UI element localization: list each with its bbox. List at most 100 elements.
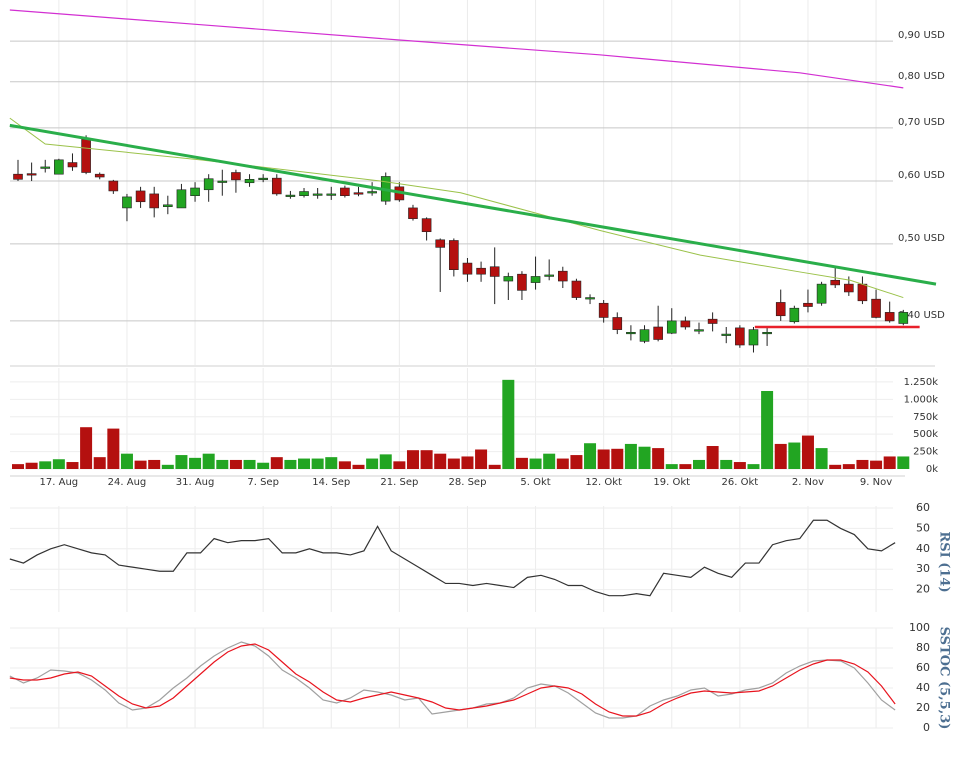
- x-tick-label: 14. Sep: [312, 477, 350, 488]
- candle-body: [244, 179, 255, 184]
- volume-bar: [243, 459, 256, 469]
- y-tick-label: 1.000k: [904, 394, 939, 405]
- volume-bar: [788, 442, 801, 469]
- volume-bar: [107, 428, 120, 469]
- y-tick-label: 1.250k: [904, 377, 939, 388]
- candle-body: [312, 193, 323, 196]
- volume-bar: [325, 457, 338, 469]
- sstoc-title: SSTOC (5,5,3): [937, 627, 952, 730]
- volume-bar: [665, 464, 678, 469]
- x-tick-label: 24. Aug: [108, 477, 147, 488]
- overlay-line: [9, 117, 904, 299]
- y-tick-label: 0: [923, 721, 930, 734]
- candle-body: [884, 312, 895, 322]
- candle-body: [340, 187, 350, 197]
- x-tick-label: 26. Okt: [722, 477, 759, 488]
- candle-body: [748, 329, 759, 346]
- candle-body: [803, 302, 813, 307]
- candle-body: [571, 280, 582, 298]
- x-tick-label: 19. Okt: [653, 477, 690, 488]
- volume-bar: [842, 464, 855, 469]
- y-tick-label: 750k: [913, 412, 938, 423]
- candle-body: [26, 173, 37, 176]
- volume-bar: [298, 458, 311, 469]
- overlay-line: [9, 123, 937, 286]
- volume-bar: [52, 459, 65, 469]
- candle-body: [898, 312, 909, 324]
- y-tick-label: 60: [916, 501, 930, 514]
- candle-body: [271, 177, 282, 195]
- x-tick-label: 5. Okt: [520, 477, 550, 488]
- volume-bar: [12, 464, 24, 469]
- volume-bar: [556, 458, 569, 469]
- volume-bar: [693, 459, 705, 469]
- candle-body: [217, 180, 228, 183]
- volume-bar: [529, 458, 542, 469]
- candle-body: [762, 331, 772, 335]
- y-tick-label: 0,90 USD: [898, 30, 945, 41]
- volume-bar: [761, 390, 774, 469]
- volume-bar: [284, 459, 297, 469]
- candle-body: [476, 267, 486, 275]
- candle-body: [612, 317, 623, 330]
- candle-body: [489, 266, 500, 277]
- candle-body: [585, 297, 595, 300]
- x-tick-label: 28. Sep: [448, 477, 486, 488]
- candle-body: [353, 192, 364, 195]
- volume-bar: [93, 457, 106, 469]
- volume-bar: [870, 460, 883, 469]
- rsi-title: RSI (14): [937, 531, 952, 592]
- volume-bar: [856, 459, 869, 469]
- candle-body: [707, 318, 718, 324]
- candle-body: [517, 273, 527, 291]
- volume-bar: [25, 462, 38, 469]
- y-tick-label: 100: [909, 621, 930, 634]
- indicator-line: [9, 641, 896, 719]
- candle-body: [122, 196, 132, 209]
- volume-bar: [570, 455, 583, 469]
- volume-bar: [488, 464, 501, 469]
- candle-body: [694, 329, 704, 332]
- volume-bar: [379, 454, 392, 469]
- candle-body: [449, 240, 459, 270]
- volume-bar: [270, 457, 283, 469]
- y-tick-label: 40: [916, 681, 930, 694]
- volume-bar: [406, 450, 419, 469]
- y-tick-label: 0,60 USD: [898, 170, 945, 181]
- y-tick-label: 0,50 USD: [898, 233, 945, 244]
- y-tick-label: 20: [916, 701, 930, 714]
- volume-bar: [80, 427, 93, 469]
- volume-bar: [39, 461, 52, 469]
- volume-bar: [801, 435, 814, 469]
- y-tick-label: 20: [916, 583, 930, 596]
- candle-body: [149, 193, 159, 209]
- candle-body: [816, 283, 827, 304]
- candle-body: [666, 320, 677, 334]
- volume-bar: [679, 464, 692, 469]
- candle-body: [367, 191, 377, 194]
- y-tick-label: 0,80 USD: [898, 71, 945, 82]
- volume-bar: [366, 458, 379, 469]
- overlay-line: [9, 9, 904, 89]
- candle-body: [67, 162, 78, 168]
- candle-body: [830, 279, 841, 286]
- volume-bar: [502, 379, 515, 469]
- y-tick-label: 0,40 USD: [898, 310, 945, 321]
- candle-body: [94, 173, 105, 178]
- candle-body: [135, 190, 146, 203]
- candle-body: [421, 218, 432, 233]
- y-tick-label: 30: [916, 562, 930, 575]
- y-tick-label: 60: [916, 661, 930, 674]
- candle-body: [326, 193, 337, 196]
- x-tick-label: 12. Okt: [585, 477, 622, 488]
- volume-bar: [815, 448, 828, 469]
- volume-bar: [134, 460, 147, 469]
- volume-bar: [774, 443, 787, 469]
- volume-bar: [216, 459, 229, 469]
- candle-body: [176, 189, 187, 209]
- volume-bar: [543, 453, 556, 469]
- candle-body: [435, 239, 446, 248]
- volume-bar: [584, 443, 597, 469]
- volume-bar: [257, 462, 270, 469]
